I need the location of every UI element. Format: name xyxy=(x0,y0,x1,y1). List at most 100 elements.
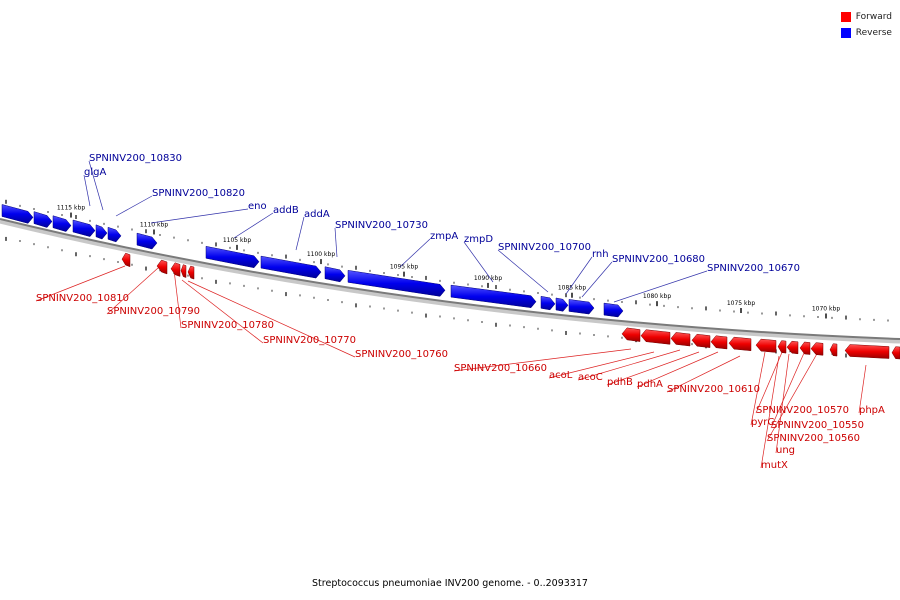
gene-label-acol: acoL xyxy=(549,370,573,381)
leader-line xyxy=(295,216,305,251)
forward-gene-arrow xyxy=(810,342,824,356)
leader-line xyxy=(577,349,681,381)
gene-label-pdha: pdhA xyxy=(637,379,663,390)
forward-gene-arrow xyxy=(799,341,811,355)
forward-gene-arrow xyxy=(786,340,799,355)
reverse-gene-arrow xyxy=(260,255,322,279)
gene-label-spninv200-10560: SPNINV200_10560 xyxy=(767,433,860,444)
gene-label-spninv200-10700: SPNINV200_10700 xyxy=(498,242,591,253)
gene-label-eno: eno xyxy=(248,201,267,212)
leader-line xyxy=(173,269,182,329)
leader-line xyxy=(463,241,494,283)
gene-label-adda: addA xyxy=(304,209,330,220)
genome-caption: Streptococcus pneumoniae INV200 genome. … xyxy=(312,578,588,589)
reverse-gene-arrow xyxy=(33,211,53,228)
gene-label-spninv200-10730: SPNINV200_10730 xyxy=(335,220,428,231)
legend: Forward Reverse xyxy=(840,9,892,41)
kbp-tick-label: 1085 kbp xyxy=(558,285,586,292)
kbp-tick-label: 1110 kbp xyxy=(140,221,168,228)
leader-line xyxy=(581,261,613,298)
genome-backbone xyxy=(0,218,900,340)
leader-line xyxy=(497,249,549,293)
leader-line xyxy=(106,267,159,315)
forward-gene-arrow xyxy=(180,264,187,278)
reverse-gene-arrow xyxy=(603,302,624,318)
reverse-gene-arrow xyxy=(1,204,34,224)
reverse-gene-arrow xyxy=(72,219,96,237)
gene-arrows xyxy=(1,204,900,360)
gene-label-spninv200-10670: SPNINV200_10670 xyxy=(707,263,800,274)
forward-gene-arrow xyxy=(777,340,787,354)
kbp-tick-label: 1100 kbp xyxy=(307,251,335,258)
leader-line xyxy=(334,227,338,258)
gene-label-spninv200-10570: SPNINV200_10570 xyxy=(756,405,849,416)
kbp-tick-label: 1070 kbp xyxy=(812,305,840,312)
legend-forward: Forward xyxy=(840,9,892,25)
forward-gene-arrow xyxy=(640,329,671,345)
reverse-gene-arrow xyxy=(95,224,108,240)
gene-label-spninv200-10830: SPNINV200_10830 xyxy=(89,153,182,164)
forward-gene-arrow xyxy=(156,259,168,275)
forward-gene-arrow xyxy=(170,262,181,277)
leader-line xyxy=(565,256,593,295)
gene-label-pyrc: pyrC xyxy=(751,417,774,428)
major-ticks: 1115 kbp 1110 kbp 1105 kbp 1100 kbp 1095 kbp… xyxy=(57,205,840,319)
gene-label-phpa: phpA xyxy=(859,405,885,416)
reverse-gene-arrow xyxy=(555,297,569,312)
gene-label-spninv200-10820: SPNINV200_10820 xyxy=(152,188,245,199)
forward-gene-arrow xyxy=(670,332,691,347)
gene-label-zmpd: zmpD xyxy=(464,234,493,245)
leader-line xyxy=(187,280,356,358)
leader-line xyxy=(83,174,91,207)
reverse-gene-arrow xyxy=(136,232,158,250)
reverse-label: Reverse xyxy=(855,28,892,38)
forward-gene-arrow xyxy=(891,346,900,360)
forward-gene-arrow xyxy=(691,333,711,348)
genome-backbone-shadow xyxy=(0,218,900,344)
reverse-gene-arrow xyxy=(324,266,346,283)
leader-line xyxy=(88,160,104,211)
reverse-swatch xyxy=(840,28,851,38)
gene-label-spninv200-10550: SPNINV200_10550 xyxy=(771,420,864,431)
leader-line xyxy=(755,349,784,414)
kbp-tick-label: 1075 kbp xyxy=(727,300,755,307)
leader-line xyxy=(770,352,805,429)
gene-label-spninv200-10770: SPNINV200_10770 xyxy=(263,335,356,346)
legend-reverse: Reverse xyxy=(840,25,892,41)
leader-line xyxy=(606,351,700,386)
leader-line xyxy=(775,353,790,454)
kbp-tick-label: 1090 kbp xyxy=(474,275,502,282)
gene-label-rnh: rnh xyxy=(592,249,609,260)
leader-line xyxy=(613,270,708,303)
leader-line xyxy=(453,348,632,372)
reverse-gene-arrow xyxy=(540,295,556,311)
forward-gene-arrow xyxy=(187,265,195,280)
kbp-tick-label: 1095 kbp xyxy=(390,264,418,271)
gene-label-spninv200-10780: SPNINV200_10780 xyxy=(181,320,274,331)
gene-label-spninv200-10610: SPNINV200_10610 xyxy=(667,384,760,395)
gene-label-spninv200-10790: SPNINV200_10790 xyxy=(107,306,200,317)
gene-label-zmpa: zmpA xyxy=(430,231,458,242)
forward-gene-arrow xyxy=(829,343,838,357)
gene-label-pdhb: pdhB xyxy=(607,377,633,388)
reverse-gene-arrow xyxy=(205,245,260,269)
forward-gene-arrow xyxy=(121,252,131,268)
leader-lines xyxy=(35,160,867,469)
reverse-gene-arrow xyxy=(107,226,122,243)
forward-gene-arrow xyxy=(755,338,777,353)
leader-line xyxy=(35,265,126,302)
leader-line xyxy=(399,238,431,268)
leader-line xyxy=(858,364,867,414)
leader-line xyxy=(181,279,264,344)
leader-line xyxy=(115,195,153,217)
forward-gene-arrow xyxy=(728,336,752,352)
reverse-gene-arrow xyxy=(347,270,446,297)
leader-line xyxy=(548,351,655,379)
reverse-gene-arrow xyxy=(568,299,595,315)
forward-label: Forward xyxy=(855,12,892,22)
kbp-tick-label: 1105 kbp xyxy=(223,237,251,244)
leader-line xyxy=(760,355,780,469)
gene-label-addb: addB xyxy=(273,205,299,216)
gene-label-glga: glgA xyxy=(84,167,106,178)
